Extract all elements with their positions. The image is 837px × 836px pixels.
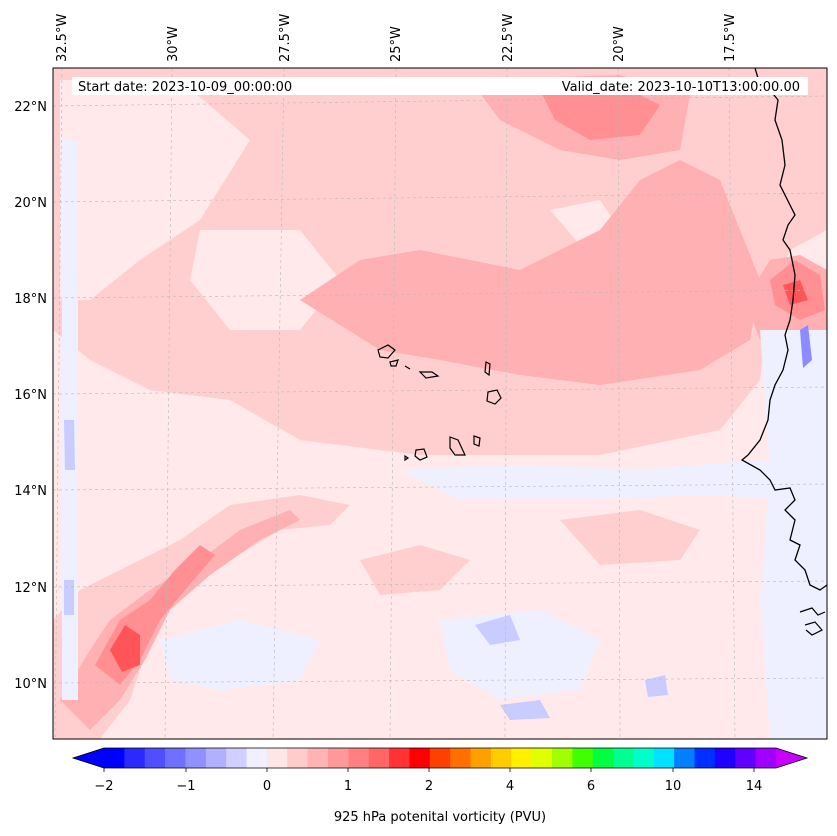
colorbar-tick-label: 0: [263, 779, 271, 794]
colorbar-swatch: [348, 748, 370, 768]
pv-contour-weak-positive: [560, 510, 700, 565]
colorbar-label: 925 hPa potenital vorticity (PVU): [334, 810, 546, 825]
lat-label: 14°N: [14, 484, 47, 499]
lon-label: 22.5°W: [501, 14, 516, 62]
pv-contour-weak-negative: [440, 610, 600, 700]
colorbar-tick-label: 4: [506, 779, 514, 794]
colorbar-swatch: [389, 748, 411, 768]
lat-label: 18°N: [14, 292, 47, 307]
pv-contour-weak-positive: [60, 80, 250, 300]
lat-label: 22°N: [14, 100, 47, 115]
colorbar-swatch: [226, 748, 248, 768]
pv-contour-weak-positive: [190, 230, 340, 330]
colorbar-swatch: [552, 748, 573, 768]
colorbar-swatch: [104, 748, 125, 768]
lon-label: 20°W: [612, 26, 627, 62]
lon-label: 30°W: [166, 26, 181, 62]
pv-contour-moderate-negative: [64, 580, 74, 615]
colorbar-swatch: [490, 748, 512, 768]
colorbar-swatch: [429, 748, 451, 768]
colorbar-ticks: [103, 768, 755, 772]
colorbar-swatch: [511, 748, 533, 768]
pv-contour-moderate-positive: [300, 160, 760, 385]
colorbar-swatch: [246, 748, 268, 768]
lon-label: 25°W: [389, 26, 404, 62]
colorbar-swatch: [735, 748, 757, 768]
colorbar-tick-label: 6: [587, 779, 595, 794]
colorbar-swatch: [287, 748, 309, 768]
colorbar-tick-labels: −2 −1 0 1 2 4 6 10 14: [94, 779, 762, 794]
colorbar-swatch: [266, 748, 288, 768]
colorbar-swatch: [165, 748, 187, 768]
colorbar-tick-label: 1: [344, 779, 352, 794]
colorbar-swatch: [185, 748, 207, 768]
date-banner: [72, 77, 808, 95]
colorbar-over-arrow: [776, 748, 807, 768]
colorbar-swatch: [470, 748, 492, 768]
lon-label: 32.5°W: [55, 14, 70, 62]
colorbar-swatch: [205, 748, 227, 768]
colorbar-swatch: [572, 748, 594, 768]
colorbar-swatch: [714, 748, 736, 768]
map-panel: Start date: 2023-10-09_00:00:00 Valid_da…: [52, 67, 828, 740]
longitude-labels: 32.5°W 30°W 27.5°W 25°W 22.5°W 20°W 17.5…: [55, 14, 738, 62]
pv-contour-moderate-negative: [500, 700, 550, 720]
colorbar-swatch: [450, 748, 472, 768]
lon-label: 17.5°W: [723, 14, 738, 62]
colorbar-swatch: [755, 748, 777, 768]
colorbar-swatches: [104, 748, 777, 768]
colorbar-tick-label: 2: [425, 779, 433, 794]
lon-label: 27.5°W: [278, 14, 293, 62]
map-border: [52, 67, 828, 740]
colorbar-tick-label: −2: [94, 779, 113, 794]
pv-contour-weak-positive: [360, 545, 470, 595]
colorbar-tick-label: 10: [665, 779, 682, 794]
lat-label: 16°N: [14, 388, 47, 403]
lat-label: 12°N: [14, 581, 47, 596]
pv-contour-weak-negative: [400, 460, 827, 500]
colorbar-swatch: [144, 748, 166, 768]
pv-contour-weak-negative: [760, 330, 827, 739]
colorbar-swatch: [674, 748, 696, 768]
colorbar-swatch: [531, 748, 553, 768]
cape-verde-islands: [377, 344, 502, 462]
colorbar-swatch: [328, 748, 349, 768]
lat-label: 10°N: [14, 677, 47, 692]
pv-contour-weak-negative: [160, 620, 320, 690]
colorbar-swatch: [124, 748, 146, 768]
colorbar-swatch: [409, 748, 431, 768]
colorbar-tick-label: −1: [176, 779, 195, 794]
colorbar-tick-label: 14: [746, 779, 763, 794]
colorbar-under-arrow: [73, 748, 104, 768]
pv-contour-moderate-negative: [645, 675, 668, 697]
latitude-labels: 22°N 20°N 18°N 16°N 14°N 12°N 10°N: [14, 100, 47, 692]
africa-coastline: [740, 68, 827, 591]
colorbar-swatch: [633, 748, 655, 768]
colorbar-swatch: [613, 748, 635, 768]
gridlines: [53, 68, 827, 739]
pv-contour-peak-positive: [110, 625, 140, 672]
colorbar-swatch: [368, 748, 390, 768]
pv-contour-strong-negative: [800, 325, 812, 368]
colorbar-swatch: [694, 748, 716, 768]
colorbar-swatch: [307, 748, 329, 768]
pv-contour-moderate-negative: [64, 420, 75, 470]
africa-coastline: [799, 607, 826, 636]
pv-contour-peak-positive: [783, 280, 808, 305]
start-date-label: Start date: 2023-10-09_00:00:00: [78, 80, 292, 95]
colorbar: −2 −1 0 1 2 4 6 10 14 925 hPa potenital …: [71, 747, 809, 825]
lat-label: 20°N: [14, 196, 47, 211]
colorbar-swatch: [653, 748, 675, 768]
pv-contour-moderate-negative: [475, 615, 520, 645]
valid-date-label: Valid_date: 2023-10-10T13:00:00.00: [562, 80, 800, 95]
colorbar-swatch: [592, 748, 614, 768]
